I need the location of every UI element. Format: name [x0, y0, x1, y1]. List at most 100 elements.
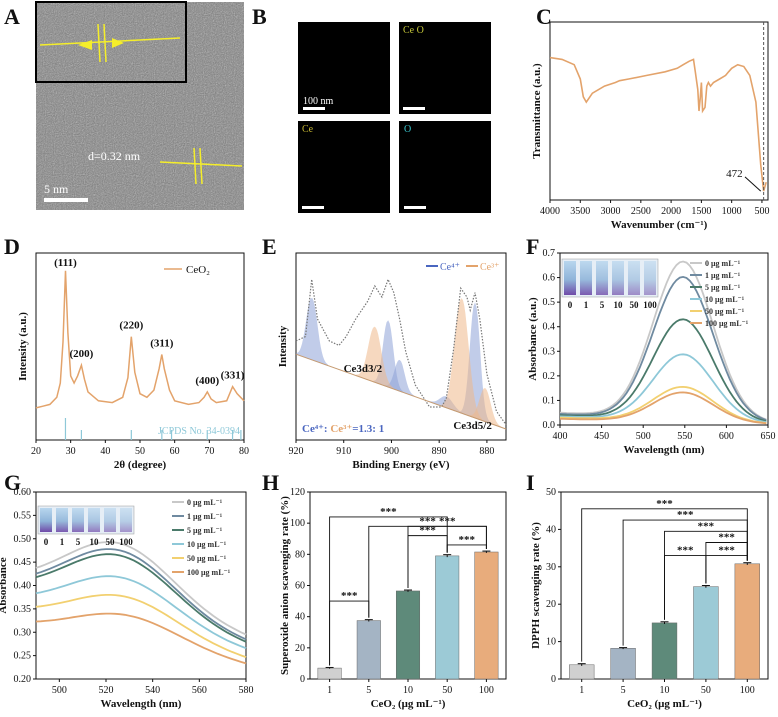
y-tick-label-g: 0.20	[14, 674, 32, 685]
y-tick-label-g: 0.25	[14, 651, 32, 662]
y-axis-label-i: DPPH scavenging rate (%)	[530, 522, 542, 649]
y-tick-label-g: 0.55	[14, 510, 32, 521]
significance-bracket-h	[446, 544, 487, 553]
significance-label-h: ***	[419, 515, 436, 527]
inset-vial-f	[612, 261, 624, 295]
x-tick-label-g: 540	[145, 685, 160, 696]
significance-bracket-i	[705, 555, 748, 584]
y-axis-label-d: Intensity (a.u.)	[17, 312, 29, 381]
y-tick-label-g: 0.35	[14, 604, 32, 615]
panel-a: A d=0.32 nm 5 nm	[4, 1, 244, 210]
xrd-peak-label: (200)	[69, 348, 93, 360]
x-tick-label-f: 550	[677, 431, 692, 442]
x-tick-label-i: 5	[621, 685, 626, 696]
inset-vial-g	[104, 508, 116, 532]
absorbance-line-g	[35, 541, 247, 636]
x-tick-label-d: 40	[100, 446, 110, 457]
bar-h	[356, 620, 381, 680]
inset-vial-label-f: 10	[614, 300, 624, 310]
inset-photo-f	[561, 258, 659, 298]
absorbance-line-g	[35, 594, 247, 658]
legend-label-f: 1 μg mL⁻¹	[705, 271, 741, 280]
significance-label-h: ***	[419, 525, 436, 537]
x-tick-label-i: 50	[701, 685, 711, 696]
legend-label-g: 1 μg mL⁻¹	[187, 512, 223, 521]
scale-bar-a-label: 5 nm	[44, 182, 69, 196]
inset-vial-label-g: 5	[76, 537, 81, 547]
significance-label-h: ***	[380, 506, 397, 518]
x-tick-label-f: 450	[594, 431, 609, 442]
panel-label-h: H	[262, 470, 279, 495]
inset-vial-label-g: 0	[44, 537, 49, 547]
xrd-peak-label: (220)	[119, 320, 143, 332]
x-tick-label-f: 650	[761, 431, 776, 442]
y-axis-label-g: Absorbance	[0, 557, 9, 613]
x-tick-label-f: 600	[719, 431, 734, 442]
x-tick-label-e: 890	[432, 446, 447, 457]
y-tick-label-f: 0.0	[543, 420, 556, 431]
y-tick-label-h: 40	[295, 612, 305, 623]
x-tick-label-d: 70	[204, 446, 214, 457]
x-axis-label-h: CeO₂ (μg mL⁻¹)	[371, 698, 446, 710]
xps-legend-ce4: Ce⁴⁺	[440, 262, 460, 273]
legend-label-g: 100 μg mL⁻¹	[187, 568, 231, 577]
bar-i	[734, 563, 760, 680]
ftir-472-label: 472	[726, 168, 743, 180]
y-tick-label-h: 80	[295, 549, 305, 560]
legend-label-g: 0 μg mL⁻¹	[187, 498, 223, 507]
y-tick-label-i: 20	[546, 599, 556, 610]
x-tick-label-c: 3500	[570, 206, 590, 217]
y-tick-label-f: 0.1	[543, 395, 556, 406]
significance-bracket-h	[329, 516, 448, 666]
x-tick-label-g: 520	[99, 685, 114, 696]
y-tick-label-h: 100	[290, 518, 305, 529]
x-tick-label-i: 100	[740, 685, 755, 696]
absorbance-line-f	[559, 385, 767, 424]
significance-label-i: ***	[698, 520, 715, 532]
panel-label-a: A	[4, 4, 20, 29]
x-tick-label-g: 500	[52, 685, 67, 696]
x-axis-label-i: CeO₂ (μg mL⁻¹)	[627, 698, 702, 710]
significance-label-h: ***	[459, 534, 476, 546]
plot-frame-d	[35, 252, 245, 441]
absorbance-line-f	[559, 260, 767, 421]
inset-vial-g	[88, 508, 100, 532]
x-tick-label-d: 60	[170, 446, 180, 457]
tem-noise	[36, 2, 244, 210]
inset-vial-label-g: 100	[119, 537, 133, 547]
x-tick-label-g: 560	[192, 685, 207, 696]
inset-photo-g	[37, 505, 135, 535]
x-tick-label-c: 1000	[722, 206, 742, 217]
y-tick-label-f: 0.6	[543, 273, 556, 284]
inset-vial-label-f: 100	[643, 300, 657, 310]
eds-tile-ce: Ce	[298, 121, 390, 213]
y-tick-label-f: 0.2	[543, 371, 556, 382]
x-tick-label-e: 900	[384, 446, 399, 457]
eds-ce-label: Ce	[302, 124, 314, 135]
bar-i	[610, 648, 636, 680]
xps-legend-ce3: Ce³⁺	[480, 262, 499, 273]
x-tick-label-d: 50	[135, 446, 145, 457]
scale-bar-a	[44, 198, 88, 202]
bar-i	[651, 622, 678, 680]
legend-label-f: 0 μg mL⁻¹	[705, 259, 741, 268]
x-axis-label-d: 2θ (degree)	[114, 459, 167, 471]
y-tick-label-h: 120	[290, 487, 305, 498]
xrd-peak-label: (111)	[54, 257, 77, 269]
lattice-markers-top	[39, 23, 181, 63]
inset-vial-label-f: 0	[568, 300, 573, 310]
panel-label-c: C	[536, 4, 552, 29]
absorbance-line-f	[559, 353, 767, 423]
significance-label-h: ***	[439, 515, 456, 527]
panel-label-d: D	[4, 234, 20, 259]
y-tick-label-g: 0.40	[14, 581, 32, 592]
panel-label-f: F	[526, 234, 539, 259]
xrd-reference-label: JCPDS No. 34-0394	[158, 426, 240, 437]
y-tick-label-f: 0.7	[543, 248, 556, 259]
absorbance-line-g	[35, 575, 247, 650]
x-tick-label-c: 500	[754, 206, 769, 217]
panel-label-g: G	[4, 470, 21, 495]
x-tick-label-h: 50	[442, 685, 452, 696]
legend-label-f: 10 μg mL⁻¹	[705, 295, 745, 304]
inset-vial-label-g: 1	[60, 537, 65, 547]
